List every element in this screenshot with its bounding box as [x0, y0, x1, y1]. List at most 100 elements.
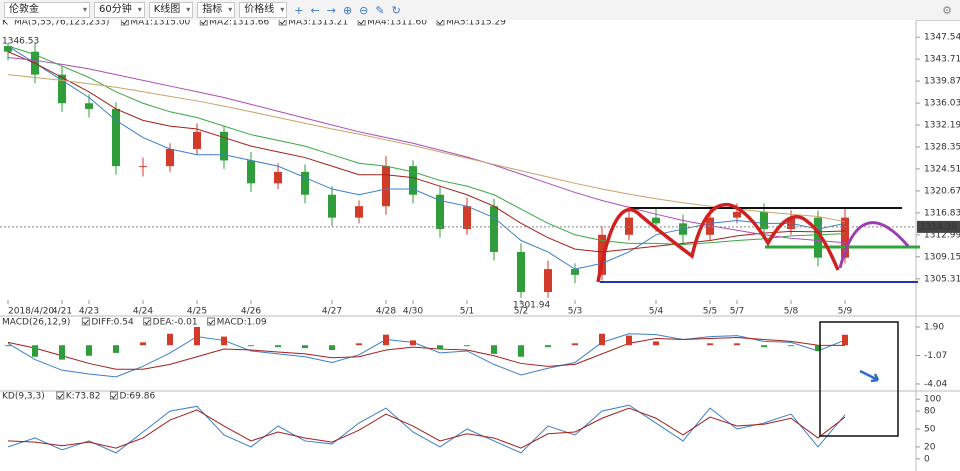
- macd-bar: [842, 334, 848, 346]
- legend-check: [358, 20, 365, 25]
- candle-body: [58, 74, 66, 104]
- legend-checkbox[interactable]: [278, 20, 287, 26]
- x-tick-label: 5/3: [568, 307, 582, 317]
- legend-checkbox[interactable]: [109, 391, 118, 400]
- ma-line: [7, 45, 846, 246]
- candle-body: [4, 46, 12, 52]
- candle-body: [166, 148, 174, 167]
- x-tick-label: 5/2: [514, 307, 528, 317]
- candle-body: [463, 206, 471, 230]
- y-tick-label: 1324.51: [924, 164, 960, 174]
- x-tick-label: 5/5: [703, 307, 717, 317]
- y-tick-label: 0: [924, 454, 930, 464]
- legend-checkbox[interactable]: [207, 317, 216, 326]
- period-select[interactable]: 60分钟: [94, 2, 145, 18]
- macd-line: [7, 337, 846, 370]
- y-tick-label: 50: [924, 425, 936, 435]
- candle-body: [841, 217, 849, 258]
- settings-button[interactable]: ⚙: [942, 3, 952, 17]
- macd-bar: [32, 345, 38, 357]
- y-tick-label: 20: [924, 442, 936, 452]
- legend-check: [200, 20, 207, 25]
- macd-bar: [545, 345, 551, 348]
- legend-checkbox[interactable]: [357, 20, 366, 26]
- projection-curve: [838, 221, 910, 269]
- macd-bar: [815, 345, 821, 351]
- legend-entry: MACD:1.09: [217, 318, 267, 328]
- macd-bar: [707, 343, 713, 346]
- candle-body: [814, 217, 822, 258]
- candle-body: [517, 251, 525, 292]
- legend-entry: MA4:1311.60: [367, 20, 427, 28]
- legend-entry: DEA:-0.01: [153, 318, 198, 328]
- candle-body: [247, 160, 255, 184]
- last-price-label: 1314.38: [920, 222, 957, 232]
- refresh-button[interactable]: ↻: [391, 3, 401, 17]
- legend-checkbox[interactable]: [143, 317, 152, 326]
- macd-bar: [788, 345, 794, 347]
- macd-bar: [113, 345, 119, 353]
- candle-body: [652, 217, 660, 224]
- macd-bar: [248, 345, 254, 347]
- x-tick-label: 5/9: [838, 307, 853, 317]
- macd-bar: [761, 345, 767, 348]
- candle-body: [706, 217, 714, 235]
- legend-checkbox[interactable]: [199, 20, 208, 26]
- legend-check: [208, 319, 215, 325]
- macd-bar: [167, 333, 173, 346]
- candle-body: [301, 171, 309, 195]
- macd-bar: [410, 340, 416, 346]
- instrument-select[interactable]: 伦敦金: [4, 2, 90, 18]
- candle-body: [112, 108, 120, 167]
- y-tick-label: 1316.83: [924, 208, 960, 218]
- legend-check: [144, 319, 151, 325]
- high-label: 1346.53: [2, 36, 39, 46]
- x-tick-label: 5/7: [730, 307, 744, 317]
- macd-bar: [653, 341, 659, 346]
- x-tick-label: 4/26: [241, 307, 261, 317]
- x-tick-label: 5/8: [784, 307, 799, 317]
- draw-button[interactable]: ✎: [375, 3, 385, 17]
- left-button[interactable]: ←: [310, 3, 320, 17]
- y-tick-label: 1.90: [924, 323, 944, 333]
- macd-bar: [599, 333, 605, 346]
- macd-bar: [626, 335, 632, 346]
- y-tick-label: 1312.99: [924, 230, 960, 240]
- x-tick-label: 4/23: [79, 307, 99, 317]
- x-tick-label: 2018/4/20: [8, 307, 54, 317]
- legend-checkbox[interactable]: [436, 20, 445, 26]
- candle-body: [193, 131, 201, 149]
- right-button[interactable]: →: [326, 3, 336, 17]
- chart-kind-select[interactable]: K线图: [148, 2, 194, 18]
- indicator-select[interactable]: 指标: [197, 2, 236, 18]
- y-tick-label: -1.07: [924, 351, 947, 361]
- crosshair-button[interactable]: +: [294, 3, 304, 17]
- macd-bar: [437, 345, 443, 350]
- y-tick-label: 1339.87: [924, 77, 960, 87]
- legend-checkbox[interactable]: [81, 317, 90, 326]
- y-tick-label: 100: [924, 395, 941, 405]
- legend-entry: MA1:1315.00: [130, 20, 190, 28]
- legend-checkbox[interactable]: [56, 391, 65, 400]
- y-tick-label: 1343.71: [924, 55, 960, 65]
- x-tick-label: 5/4: [649, 307, 664, 317]
- zoom-in-button[interactable]: ⊕: [342, 3, 353, 17]
- macd-bar: [518, 345, 524, 357]
- price-line-select[interactable]: 价格线: [239, 2, 288, 18]
- legend-check: [437, 20, 444, 25]
- y-tick-label: 1305.31: [924, 274, 960, 284]
- y-tick-label: 1309.15: [924, 252, 960, 262]
- x-tick-label: 4/27: [322, 307, 342, 317]
- macd-bar: [464, 345, 470, 347]
- macd-bar: [86, 345, 92, 356]
- x-tick-label: 4/21: [52, 307, 72, 317]
- macd-bar: [140, 342, 146, 346]
- zoom-out-button[interactable]: ⊖: [359, 3, 369, 17]
- panel-title: MACD(26,12,9): [2, 318, 70, 328]
- legend-entry: D:69.86: [119, 392, 155, 402]
- candle-body: [598, 234, 606, 275]
- x-tick-label: 5/1: [460, 307, 474, 317]
- candle-body: [733, 211, 741, 218]
- candle-body: [355, 206, 363, 218]
